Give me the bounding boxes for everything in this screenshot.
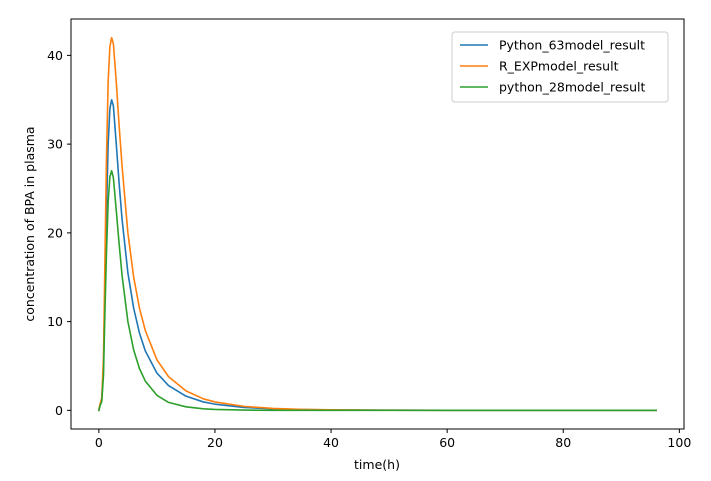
x-axis-label: time(h) — [354, 457, 400, 472]
x-tick-label-5: 100 — [667, 435, 691, 450]
x-tick-label-3: 60 — [439, 435, 455, 450]
series-line-2 — [97, 169, 657, 412]
legend-label-0: Python_63model_result — [499, 38, 645, 53]
x-tick-label-1: 20 — [207, 435, 223, 450]
legend-label-1: R_EXPmodel_result — [499, 59, 619, 74]
y-axis-ticks: 0 10 20 30 40 — [47, 48, 71, 418]
x-tick-label-0: 0 — [95, 435, 103, 450]
y-tick-label-3: 30 — [47, 137, 63, 152]
y-axis-label: concentration of BPA in plasma — [22, 126, 37, 321]
series-layer — [97, 36, 657, 412]
y-tick-label-1: 10 — [47, 314, 63, 329]
legend-label-2: python_28model_result — [499, 80, 646, 95]
y-tick-label-0: 0 — [55, 403, 63, 418]
legend-box — [451, 31, 669, 103]
y-tick-label-4: 40 — [47, 48, 63, 63]
x-tick-label-4: 80 — [555, 435, 571, 450]
x-tick-label-2: 40 — [323, 435, 339, 450]
axes-layer — [70, 18, 685, 430]
x-axis-ticks: 0 20 40 60 80 100 — [95, 429, 691, 450]
plot-frame — [70, 18, 685, 430]
y-tick-label-2: 20 — [47, 225, 63, 240]
legend: Python_63model_result R_EXPmodel_resultpy… — [451, 31, 669, 103]
